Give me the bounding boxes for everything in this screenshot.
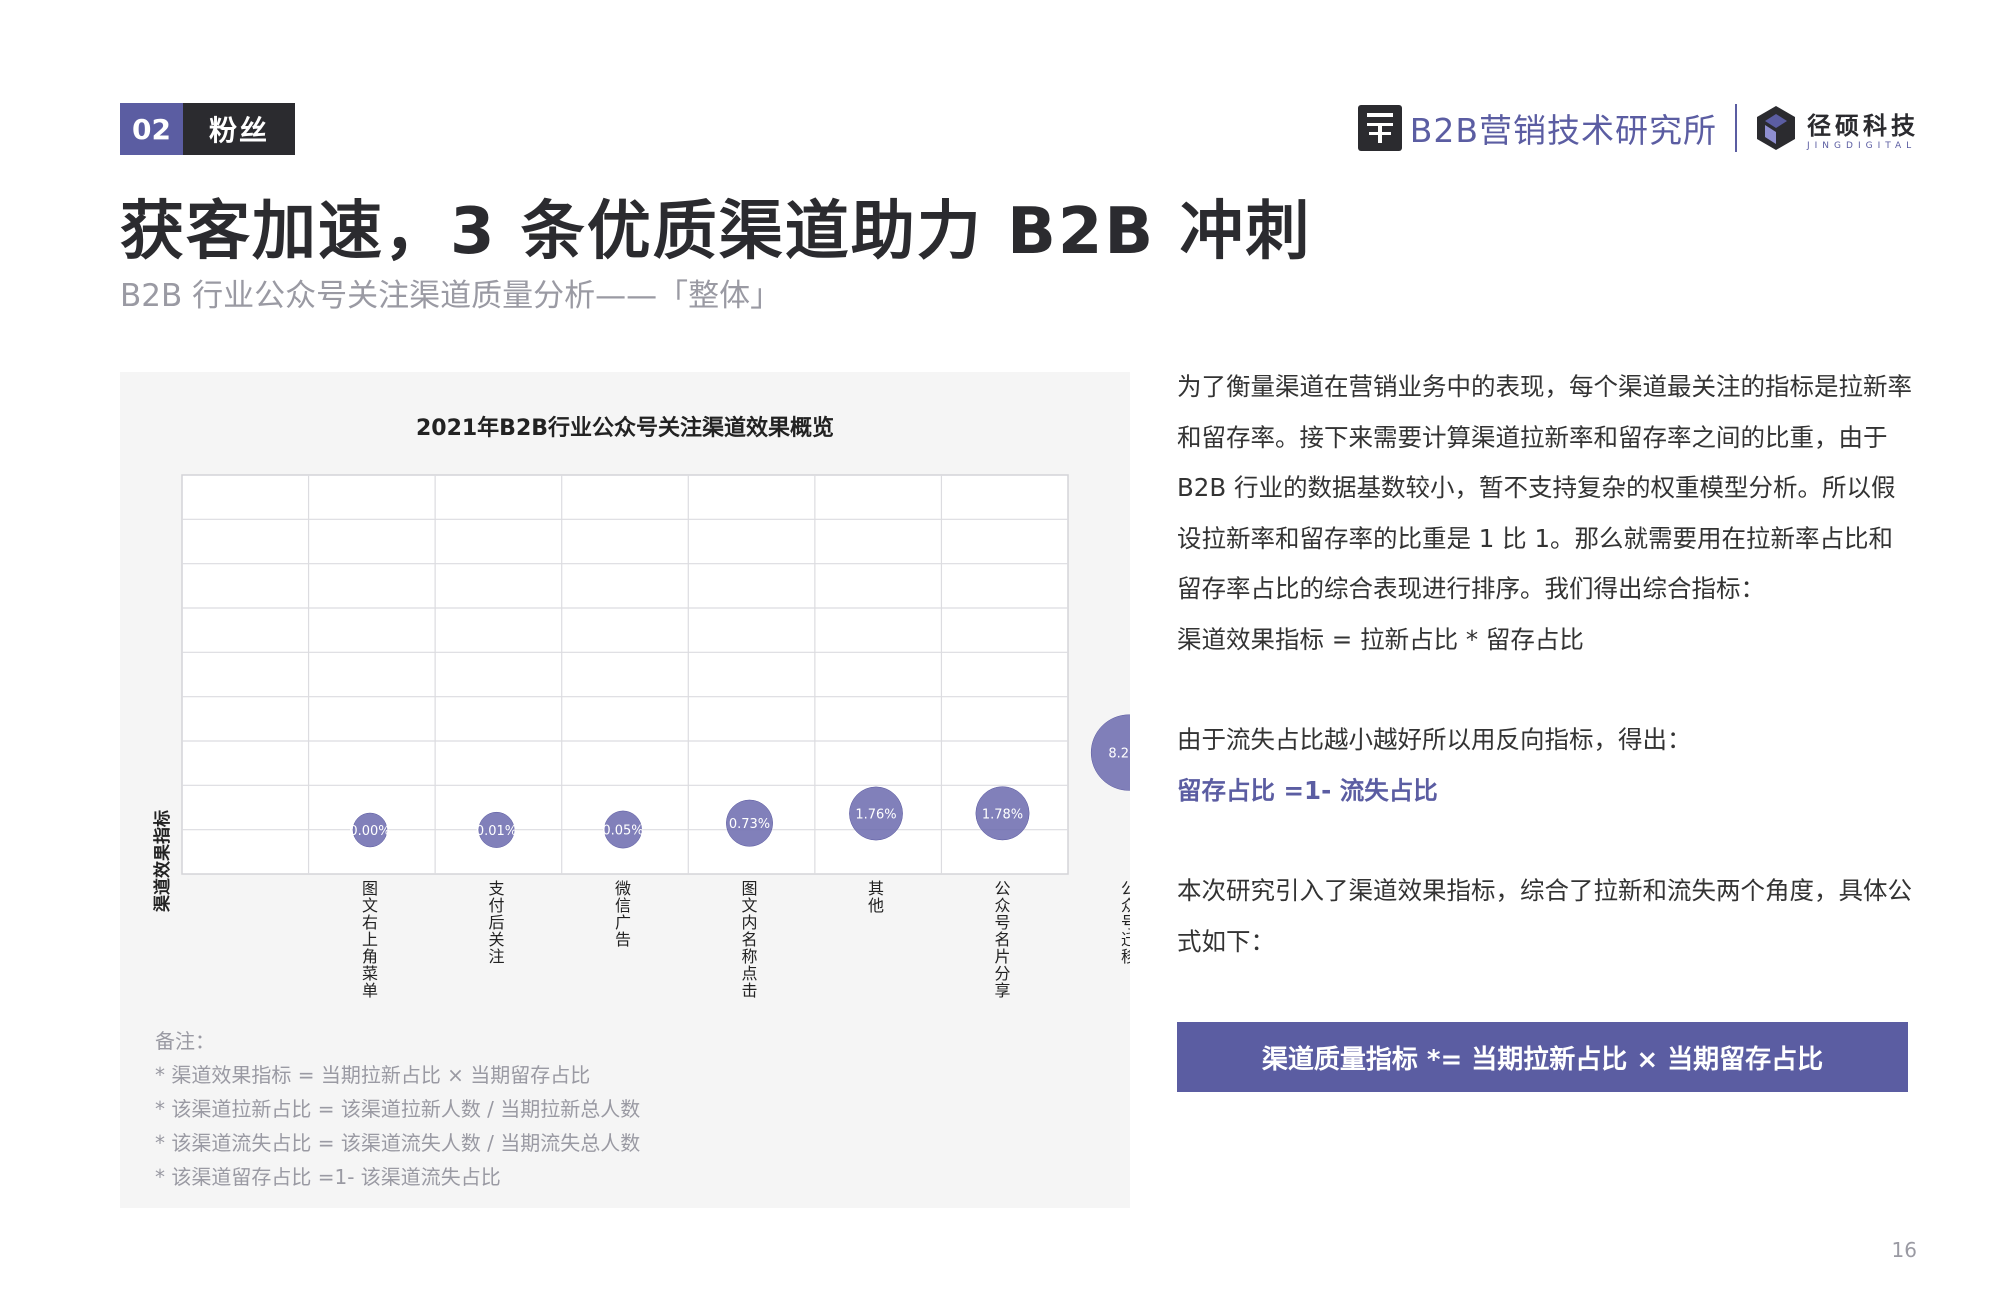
x-tick-label: 图文右上角菜单 bbox=[362, 879, 378, 1000]
chart-notes: 备注： * 渠道效果指标 = 当期拉新占比 × 当期留存占比 * 该渠道拉新占比… bbox=[155, 1024, 640, 1194]
header-logos: B2B营销技术研究所 径硕科技 JINGDIGITAL bbox=[1357, 100, 1919, 156]
note-line: * 该渠道拉新占比 = 该渠道拉新人数 / 当期拉新总人数 bbox=[155, 1097, 641, 1121]
body-paragraph-2: 渠道效果指标 = 拉新占比 * 留存占比 bbox=[1177, 624, 1584, 654]
data-label: 0.05% bbox=[602, 824, 643, 839]
plot-area bbox=[181, 474, 1069, 875]
data-label: 8.26% bbox=[1108, 747, 1130, 762]
x-tick-label: 公众号迁移 bbox=[1121, 879, 1130, 966]
b2b-institute-logo-icon bbox=[1357, 105, 1402, 151]
page-title: 获客加速，3 条优质渠道助力 B2B 冲刺 bbox=[120, 195, 1312, 269]
body-text: 为了衡量渠道在营销业务中的表现，每个渠道最关注的指标是拉新率和留存率。接下来需要… bbox=[1177, 362, 1912, 967]
bubble-chart: 0.00%0.01%0.05%0.73%1.76%1.78%8.26%8.92%… bbox=[181, 474, 1130, 1000]
jingdigital-logo-text: 径硕科技 JINGDIGITAL bbox=[1807, 106, 1919, 151]
b2b-institute-logo-text: B2B营销技术研究所 bbox=[1409, 111, 1717, 150]
data-label: 1.76% bbox=[855, 808, 896, 823]
note-line: * 该渠道流失占比 = 该渠道流失人数 / 当期流失总人数 bbox=[155, 1131, 641, 1155]
note-line: * 渠道效果指标 = 当期拉新占比 × 当期留存占比 bbox=[155, 1063, 591, 1087]
note-line: * 该渠道留存占比 =1- 该渠道流失占比 bbox=[155, 1165, 501, 1189]
data-label: 0.73% bbox=[729, 817, 770, 832]
bubble-point bbox=[975, 786, 1030, 841]
bubble-point bbox=[1090, 714, 1130, 791]
x-tick-label: 图文内名称点击 bbox=[741, 879, 757, 1000]
bubble-point bbox=[352, 812, 388, 848]
chart-title: 2021年B2B行业公众号关注渠道效果概览 bbox=[415, 416, 835, 441]
data-label: 1.78% bbox=[982, 807, 1023, 822]
quality-formula-box: 渠道质量指标 *= 当期拉新占比 × 当期留存占比 bbox=[1177, 1022, 1908, 1092]
page-subtitle: B2B 行业公众号关注渠道质量分析——「整体」 bbox=[120, 278, 782, 314]
section-number: 02 bbox=[120, 103, 183, 155]
body-paragraph-3: 由于流失占比越小越好所以用反向指标，得出： bbox=[1177, 725, 1692, 754]
page-number: 16 bbox=[1891, 1238, 1917, 1262]
bubble-point bbox=[849, 786, 903, 841]
jingdigital-cn: 径硕科技 bbox=[1807, 111, 1919, 140]
bubble-point bbox=[726, 799, 773, 847]
notes-heading: 备注： bbox=[155, 1029, 215, 1053]
x-tick-label: 支付后关注 bbox=[488, 879, 504, 966]
x-tick-label: 公众号名片分享 bbox=[994, 879, 1010, 1000]
body-paragraph-5: 本次研究引入了渠道效果指标，综合了拉新和流失两个角度，具体公式如下： bbox=[1177, 876, 1912, 956]
x-tick-label: 微信广告 bbox=[615, 879, 631, 949]
bubble-point bbox=[478, 811, 515, 848]
logo-divider bbox=[1735, 104, 1737, 152]
x-tick-label: 其他 bbox=[868, 879, 884, 915]
section-name: 粉丝 bbox=[183, 103, 295, 155]
body-paragraph-1: 为了衡量渠道在营销业务中的表现，每个渠道最关注的指标是拉新率和留存率。接下来需要… bbox=[1177, 372, 1912, 603]
data-label: 0.01% bbox=[476, 824, 517, 839]
chart-panel: 2021年B2B行业公众号关注渠道效果概览 渠道效果指标 0.00% 0.01% 0… bbox=[120, 372, 1130, 1208]
retention-formula: 留存占比 =1- 流失占比 bbox=[1177, 775, 1438, 805]
jingdigital-en: JINGDIGITAL bbox=[1807, 140, 1917, 151]
section-tag: 02 粉丝 bbox=[120, 103, 295, 155]
bubble-point bbox=[604, 810, 642, 849]
jingdigital-logo-icon bbox=[1757, 106, 1795, 150]
data-label: 0.00% bbox=[349, 824, 390, 839]
